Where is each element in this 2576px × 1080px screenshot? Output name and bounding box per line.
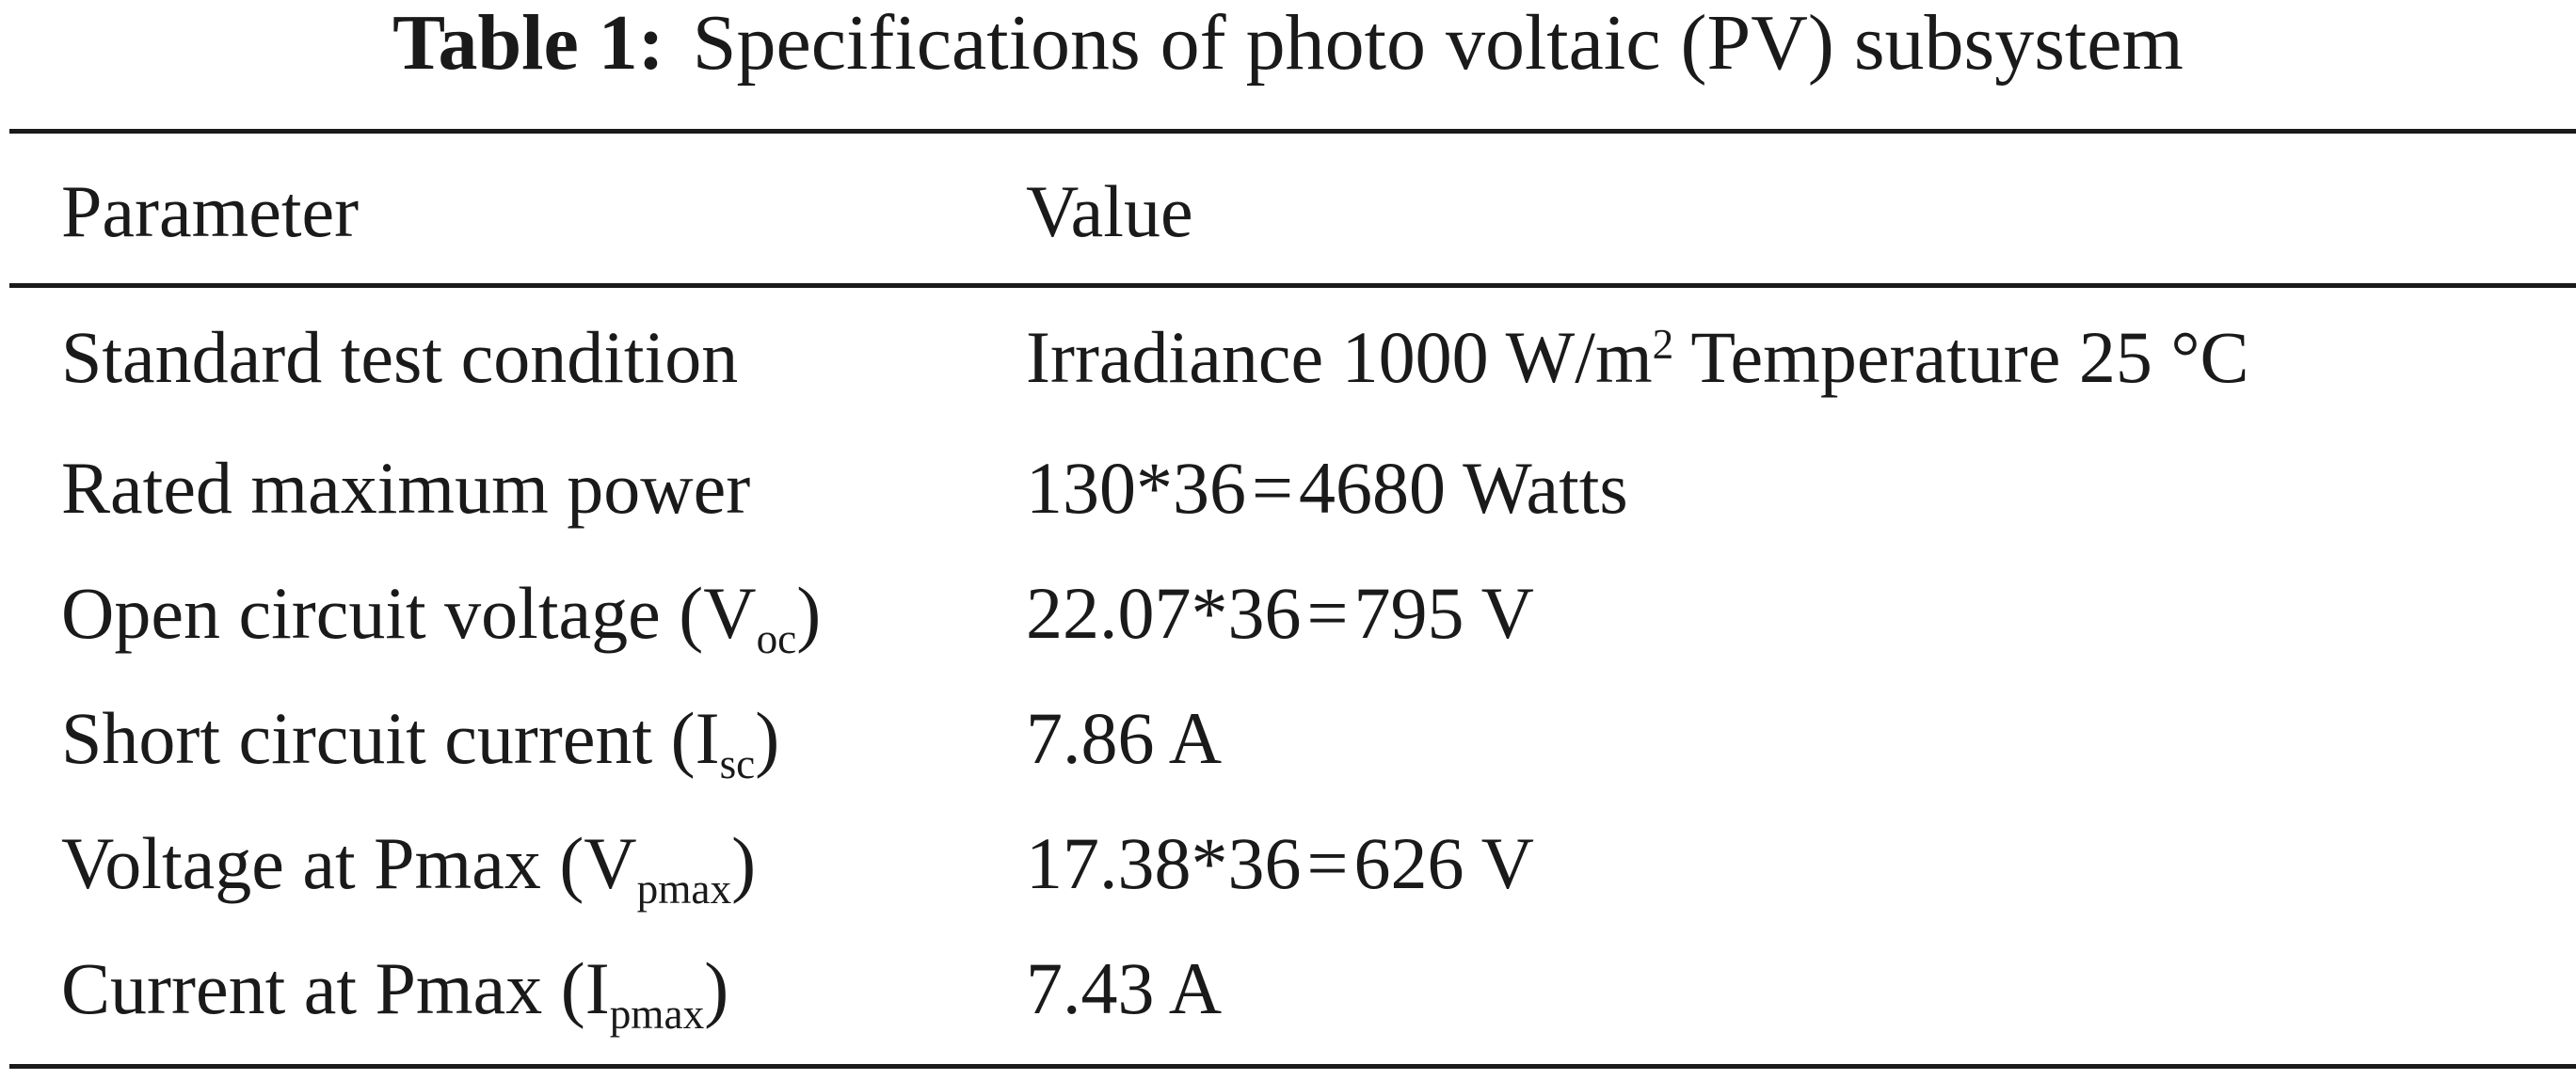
header-value: Value (1026, 170, 1193, 252)
param-short-circuit-current: Short circuit current (Isc) (61, 696, 780, 785)
value-short-circuit-current: 7.86 A (1026, 697, 1223, 779)
superscript: 2 (1652, 321, 1674, 369)
param-text: ) (796, 572, 822, 654)
equals-sign: = (1306, 572, 1349, 654)
top-rule (9, 129, 2576, 134)
param-voltage-at-pmax: Voltage at Pmax (Vpmax) (61, 821, 757, 910)
equals-sign: = (1252, 447, 1293, 529)
param-text: ) (755, 697, 780, 779)
value-open-circuit-voltage: 22.07*36=795 V (1026, 571, 1534, 656)
value-voltage-at-pmax: 17.38*36=626 V (1026, 821, 1534, 906)
table-caption: Table 1: Specifications of photo voltaic … (0, 0, 2576, 94)
bottom-rule (9, 1064, 2576, 1069)
value-lhs: 22.07*36 (1026, 572, 1302, 654)
param-standard-test-condition: Standard test condition (61, 316, 739, 398)
value-text: Temperature 25 °C (1673, 316, 2249, 398)
equals-sign: = (1306, 822, 1349, 904)
param-text: ) (731, 822, 757, 904)
caption-title: Specifications of photo voltaic (PV) sub… (692, 0, 2184, 87)
value-rated-maximum-power: 130*36=4680 Watts (1026, 446, 1628, 531)
value-rhs: 4680 Watts (1299, 447, 1628, 529)
header-rule (9, 283, 2576, 288)
header-parameter: Parameter (61, 170, 360, 252)
subscript: sc (719, 739, 756, 787)
value-lhs: 130*36 (1026, 447, 1246, 529)
subscript: oc (756, 614, 797, 662)
param-text: Short circuit current (I (61, 697, 720, 779)
subscript: pmax (636, 865, 732, 913)
value-current-at-pmax: 7.43 A (1026, 947, 1223, 1029)
caption-label: Table 1: (392, 0, 664, 87)
param-text: Open circuit voltage (V (61, 572, 757, 654)
param-text: Current at Pmax (I (61, 947, 610, 1029)
param-current-at-pmax: Current at Pmax (Ipmax) (61, 946, 729, 1035)
param-text: ) (704, 947, 729, 1029)
value-lhs: 17.38*36 (1026, 822, 1302, 904)
param-rated-maximum-power: Rated maximum power (61, 447, 751, 529)
subscript: pmax (609, 990, 705, 1038)
value-rhs: 795 V (1353, 572, 1534, 654)
value-rhs: 626 V (1353, 822, 1534, 904)
param-open-circuit-voltage: Open circuit voltage (Voc) (61, 571, 822, 659)
param-text: Voltage at Pmax (V (61, 822, 637, 904)
value-text: Irradiance 1000 W/m (1026, 316, 1653, 398)
value-standard-test-condition: Irradiance 1000 W/m2 Temperature 25 °C (1026, 315, 2249, 400)
